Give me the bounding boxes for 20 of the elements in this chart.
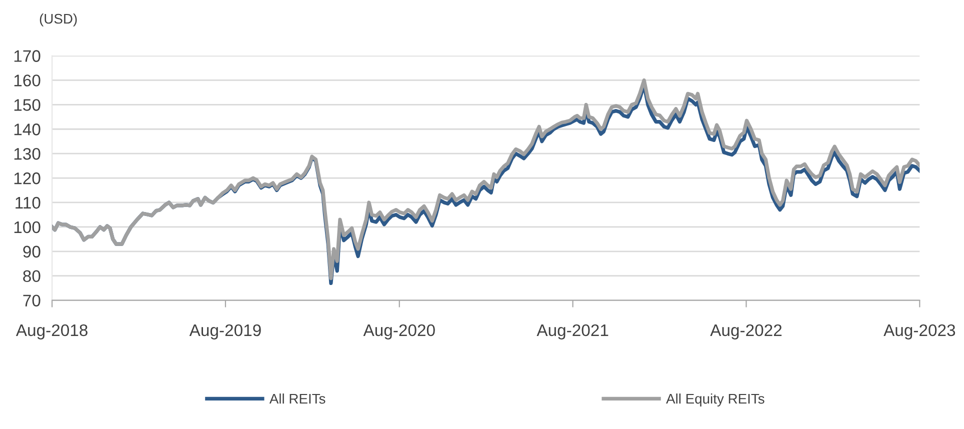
y-tick-label: 170 xyxy=(14,50,40,62)
x-tick-label: Aug-2019 xyxy=(189,324,261,340)
x-tick-label: Aug-2020 xyxy=(363,324,435,340)
x-tick-label: Aug-2018 xyxy=(16,324,88,340)
x-tick-label: Aug-2023 xyxy=(884,324,956,340)
y-tick-label: 90 xyxy=(23,246,40,258)
y-tick-label: 70 xyxy=(23,294,40,307)
x-tick-label: Aug-2022 xyxy=(710,324,782,340)
y-tick-label: 140 xyxy=(14,124,40,136)
x-tick-label: Aug-2021 xyxy=(536,324,608,340)
y-tick-label: 160 xyxy=(14,74,40,86)
legend-label: All Equity REITs xyxy=(666,393,764,406)
y-tick-label: 150 xyxy=(14,99,40,111)
y-tick-label: 120 xyxy=(14,172,40,184)
y-tick-label: 80 xyxy=(23,270,40,282)
y-axis-title: (USD) xyxy=(40,13,77,26)
y-tick-label: 110 xyxy=(16,196,40,209)
legend-label: All REITs xyxy=(269,393,326,404)
y-tick-label: 100 xyxy=(14,221,40,234)
y-tick-label: 130 xyxy=(14,148,40,160)
